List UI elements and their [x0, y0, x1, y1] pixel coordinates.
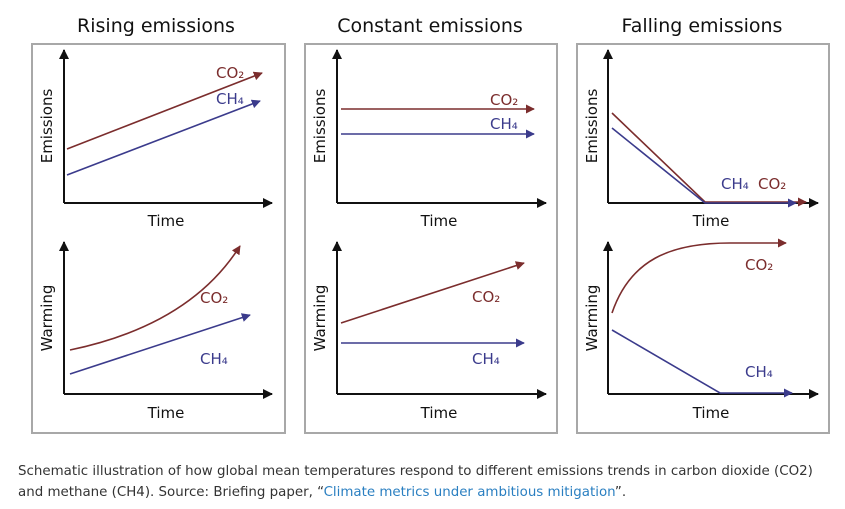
panel-title: Falling emissions [622, 15, 783, 37]
emissions-warming-schematic: Rising emissions Time Emissions CO₂ CH₄ … [0, 0, 845, 445]
panel-frame [305, 44, 557, 433]
panel-falling: Falling emissions Time Emissions CO₂ CH₄… [577, 15, 829, 433]
y-axis-label: Warming [311, 285, 329, 352]
y-axis-label: Emissions [311, 89, 329, 164]
co2-label: CO₂ [472, 288, 500, 306]
caption-suffix: ”. [615, 485, 626, 500]
y-axis-label: Emissions [38, 89, 56, 164]
panel-rising: Rising emissions Time Emissions CO₂ CH₄ … [32, 15, 285, 433]
x-axis-label: Time [692, 212, 730, 230]
y-axis-label: Warming [38, 285, 56, 352]
ch4-label: CH₄ [200, 350, 228, 368]
co2-label: CO₂ [758, 175, 786, 193]
panel-title: Rising emissions [77, 15, 235, 37]
panel-constant: Constant emissions Time Emissions CO₂ CH… [305, 15, 557, 433]
figure-caption: Schematic illustration of how global mea… [18, 461, 823, 503]
y-axis-label: Warming [583, 285, 601, 352]
x-axis-label: Time [692, 404, 730, 422]
co2-label: CO₂ [745, 256, 773, 274]
x-axis-label: Time [420, 212, 458, 230]
ch4-label: CH₄ [490, 115, 518, 133]
x-axis-label: Time [420, 404, 458, 422]
x-axis-label: Time [147, 404, 185, 422]
panel-frame [32, 44, 285, 433]
panel-frame [577, 44, 829, 433]
co2-label: CO₂ [200, 289, 228, 307]
ch4-label: CH₄ [216, 90, 244, 108]
source-link[interactable]: Climate metrics under ambitious mitigati… [324, 485, 615, 500]
x-axis-label: Time [147, 212, 185, 230]
co2-label: CO₂ [490, 91, 518, 109]
y-axis-label: Emissions [583, 89, 601, 164]
co2-label: CO₂ [216, 64, 244, 82]
ch4-label: CH₄ [472, 350, 500, 368]
panel-title: Constant emissions [337, 15, 523, 37]
ch4-label: CH₄ [745, 363, 773, 381]
ch4-label: CH₄ [721, 175, 749, 193]
